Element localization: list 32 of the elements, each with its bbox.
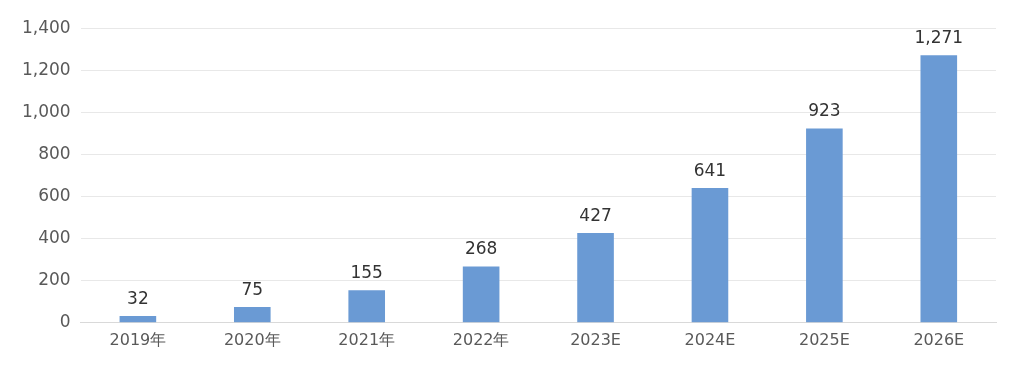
y-tick-label: 600 (38, 184, 71, 205)
y-tick-label: 0 (59, 311, 71, 332)
data-label: 268 (464, 238, 498, 259)
bar (691, 187, 729, 323)
data-label: 1,271 (914, 27, 964, 48)
x-tick-label: 2022年 (452, 329, 510, 349)
y-tick-label: 1,400 (22, 16, 71, 37)
x-tick-label: 2023E (570, 329, 621, 349)
bar (577, 232, 614, 323)
y-tick-label: 200 (38, 269, 71, 290)
data-label: 427 (579, 204, 612, 225)
x-tick-label: 2024E (684, 329, 736, 349)
x-tick-label: 2021年 (338, 329, 396, 349)
bar (920, 55, 958, 323)
bar (462, 266, 500, 323)
y-tick-label: 1,200 (22, 58, 71, 79)
bar (233, 307, 271, 323)
x-tick-label: 2025E (798, 329, 850, 349)
bar (806, 128, 843, 323)
data-label: 923 (808, 100, 841, 121)
data-label: 75 (241, 278, 264, 299)
x-tick-label: 2019年 (109, 329, 167, 349)
data-label: 32 (127, 287, 149, 308)
bar (119, 316, 157, 323)
y-tick-label: 1,000 (22, 100, 71, 121)
data-label: 641 (693, 159, 727, 180)
y-tick-label: 800 (38, 142, 71, 163)
bar (348, 290, 386, 323)
y-tick-label: 400 (38, 227, 71, 248)
data-label: 155 (350, 262, 383, 283)
x-tick-label: 2020年 (223, 329, 281, 349)
x-tick-label: 2026E (913, 329, 965, 349)
